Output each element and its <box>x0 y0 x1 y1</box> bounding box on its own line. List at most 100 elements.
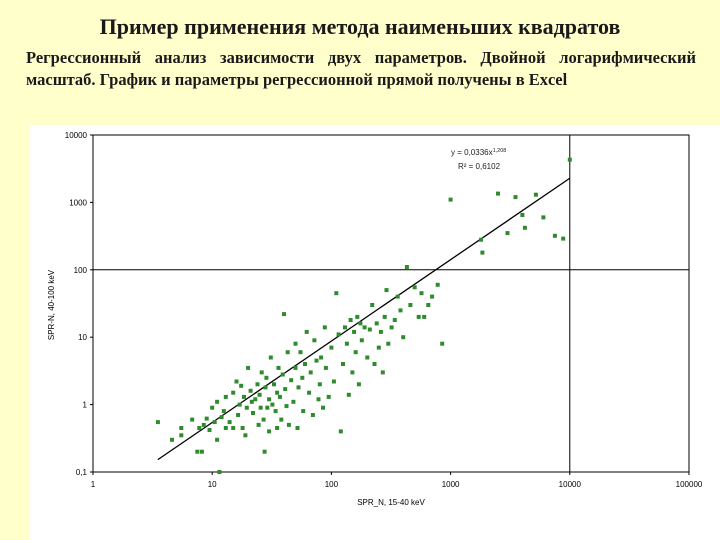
data-point <box>195 449 200 454</box>
data-point <box>334 291 339 296</box>
data-point <box>408 303 413 307</box>
x-axis-ticks: 1 10 100 1000 10000 100000 <box>91 472 703 489</box>
data-point <box>201 422 206 427</box>
data-point <box>419 291 424 296</box>
data-point <box>227 420 232 425</box>
data-point <box>331 379 336 384</box>
data-point <box>505 231 510 236</box>
chart-panel: 0,1 1 10 100 1000 10000 1 10 100 1000 10000 100000… <box>30 125 720 540</box>
data-point <box>179 433 184 438</box>
data-point <box>370 303 375 307</box>
data-point <box>204 416 209 421</box>
data-point <box>392 318 397 322</box>
x-tick-label: 10 <box>208 480 217 489</box>
data-point <box>259 370 264 375</box>
data-point <box>179 426 184 430</box>
data-point <box>243 433 248 438</box>
data-point <box>251 411 255 415</box>
data-point <box>448 197 453 202</box>
x-tick-label: 100000 <box>676 480 703 489</box>
data-point <box>256 422 261 427</box>
data-point <box>401 335 406 340</box>
data-point <box>358 321 363 326</box>
data-point <box>496 191 500 196</box>
data-point <box>435 282 440 287</box>
data-point <box>350 370 355 375</box>
data-point <box>384 288 389 293</box>
data-point <box>355 314 360 319</box>
data-point <box>353 350 358 355</box>
data-point <box>344 341 349 346</box>
data-point <box>348 318 353 322</box>
data-point <box>336 332 341 337</box>
data-point <box>262 449 267 454</box>
y-axis-ticks: 0,1 1 10 100 1000 10000 <box>65 131 93 477</box>
data-point <box>273 409 278 414</box>
data-point <box>155 420 160 425</box>
data-point <box>520 213 525 217</box>
plot-area <box>92 134 690 473</box>
data-point <box>270 402 275 407</box>
x-axis-label: SPR_N, 15-40 keV <box>357 498 425 507</box>
data-point <box>276 365 281 370</box>
data-point <box>267 429 272 434</box>
data-point <box>279 417 284 422</box>
data-point <box>365 355 370 360</box>
data-point <box>293 365 298 370</box>
data-point <box>322 325 327 330</box>
data-point <box>199 449 204 454</box>
data-point <box>283 387 288 392</box>
data-point <box>356 382 361 387</box>
data-point <box>301 409 306 414</box>
data-point <box>341 362 345 366</box>
data-point <box>522 225 527 230</box>
y-axis-label: SPR-N, 40-100 keV <box>47 269 56 340</box>
data-point <box>359 338 364 343</box>
data-point <box>282 312 286 317</box>
data-point <box>513 195 518 200</box>
data-point <box>416 314 421 319</box>
data-point <box>261 417 266 422</box>
slide-title: Пример применения метода наименьших квад… <box>99 14 621 39</box>
data-point <box>422 314 427 319</box>
data-point <box>567 157 572 162</box>
data-point <box>374 321 379 326</box>
data-point <box>244 405 249 410</box>
data-point <box>215 399 220 404</box>
data-point <box>430 294 435 299</box>
data-point <box>376 345 381 350</box>
trendline-equation: y = 0,0336x1,208 <box>451 148 506 157</box>
data-point <box>231 426 236 430</box>
y-tick-label: 100 <box>74 266 88 275</box>
y-tick-label: 1000 <box>69 198 87 207</box>
data-point <box>263 385 268 390</box>
data-point <box>236 413 241 417</box>
data-point <box>190 417 195 422</box>
data-point <box>314 358 319 363</box>
data-point <box>412 285 417 290</box>
data-point <box>284 404 289 409</box>
data-point <box>280 372 285 377</box>
data-point <box>323 365 328 370</box>
data-point <box>395 294 400 299</box>
data-point <box>240 426 245 430</box>
data-point <box>389 325 394 330</box>
data-point <box>404 265 409 269</box>
data-point <box>264 375 269 380</box>
data-point <box>386 341 391 346</box>
data-point <box>249 399 254 404</box>
data-point <box>382 314 387 319</box>
data-point <box>372 362 377 366</box>
data-point <box>321 405 325 410</box>
x-tick-label: 1 <box>91 480 96 489</box>
data-point <box>265 405 270 410</box>
data-point <box>293 341 298 346</box>
data-point <box>207 428 212 432</box>
x-tick-label: 10000 <box>559 480 582 489</box>
data-point <box>317 382 322 387</box>
data-point <box>308 370 313 375</box>
data-points <box>155 157 572 474</box>
y-tick-label: 0,1 <box>76 468 88 477</box>
data-point <box>319 355 324 360</box>
